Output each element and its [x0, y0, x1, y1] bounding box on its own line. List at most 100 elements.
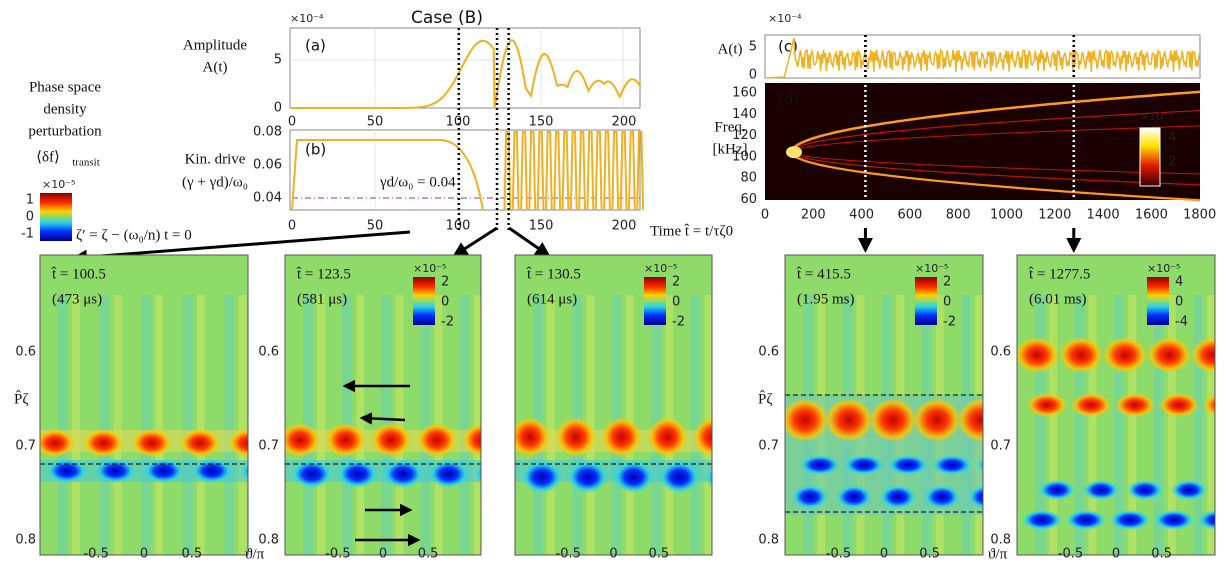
- label: ×10⁻⁵: [42, 178, 75, 191]
- stripe: [72, 295, 80, 555]
- stripe: [196, 295, 205, 555]
- blob: [474, 463, 481, 485]
- label: ×10⁻⁵: [644, 262, 677, 275]
- label: 100: [732, 149, 757, 164]
- blob: [522, 461, 562, 493]
- stripe: [1167, 295, 1176, 555]
- label: 0: [140, 547, 148, 562]
- label: 0.5: [181, 547, 202, 562]
- colorbar: [644, 277, 666, 325]
- label: 1: [26, 193, 34, 208]
- label: 200: [801, 208, 826, 223]
- chirp: [791, 151, 1201, 186]
- blob: [192, 459, 233, 483]
- blob: [1027, 393, 1067, 417]
- label: 0.8: [258, 533, 279, 548]
- label: 0.6: [15, 345, 36, 360]
- label: ϑ/π: [988, 546, 1008, 562]
- blob: [95, 459, 136, 483]
- stripe: [113, 295, 122, 555]
- axes: [289, 27, 641, 109]
- blob: [567, 461, 608, 493]
- blob: [1022, 510, 1062, 530]
- label: 0: [1175, 295, 1183, 310]
- label: 1200: [1038, 208, 1071, 223]
- label: 400: [849, 208, 874, 223]
- label: A(t): [203, 59, 228, 75]
- label: (a): [305, 37, 326, 55]
- label: t̂ = 1277.5: [1028, 266, 1090, 282]
- label: t̂ = 100.5: [51, 266, 106, 282]
- blob: [428, 460, 469, 488]
- label: 150: [529, 219, 554, 234]
- blob: [40, 429, 75, 457]
- axes: [289, 129, 641, 211]
- snapshot: [785, 255, 983, 555]
- label: -0.5: [325, 547, 350, 562]
- blob: [1039, 480, 1075, 500]
- drive-curve: [291, 131, 645, 211]
- stripe: [182, 295, 193, 555]
- blob: [976, 457, 983, 473]
- label: 0.8: [15, 533, 36, 548]
- label: density: [43, 101, 87, 117]
- figure-title: Case (B): [411, 8, 483, 28]
- blob: [131, 429, 172, 457]
- blob: [693, 417, 712, 457]
- label: 0.04: [253, 191, 282, 206]
- blob: [825, 398, 873, 442]
- chirp: [790, 151, 1201, 202]
- blob: [555, 417, 596, 457]
- label: -0.5: [1058, 547, 1083, 562]
- label: 2: [441, 275, 449, 290]
- label: 1600: [1135, 208, 1168, 223]
- flow-arrow: [359, 412, 406, 425]
- label: 5: [274, 53, 282, 68]
- label: 2: [672, 275, 680, 290]
- stripe: [420, 295, 431, 555]
- label: -4: [1175, 315, 1188, 330]
- chirp: [791, 151, 1201, 175]
- label: 0: [274, 101, 282, 116]
- label: 0.8: [990, 533, 1011, 548]
- stripe: [1153, 295, 1164, 555]
- label: 0.7: [758, 439, 779, 454]
- blob: [1198, 510, 1215, 530]
- label: 150: [529, 115, 554, 130]
- blob: [1066, 510, 1106, 530]
- blob: [1215, 480, 1229, 500]
- blob: [1110, 510, 1150, 530]
- label: 0: [26, 210, 34, 225]
- label: 2: [1168, 155, 1176, 170]
- label: 0.08: [253, 125, 282, 140]
- blob: [659, 461, 700, 493]
- label: ×10⁻⁴: [768, 12, 802, 25]
- label: 200: [612, 219, 637, 234]
- arrow: [508, 226, 551, 257]
- blob: [1147, 337, 1191, 373]
- label: 100: [446, 115, 471, 130]
- label: 0.5: [418, 547, 439, 562]
- blob: [613, 461, 654, 493]
- blob: [83, 429, 124, 457]
- blob: [836, 485, 872, 509]
- blob: [1159, 393, 1199, 417]
- label: Amplitude: [183, 37, 248, 53]
- label: -1: [21, 227, 34, 242]
- blob: [285, 423, 320, 457]
- stripe: [356, 295, 365, 555]
- label: perturbation: [28, 123, 102, 139]
- blob: [785, 398, 829, 442]
- stripe: [224, 295, 235, 555]
- label: 0.7: [990, 439, 1011, 454]
- blob: [1071, 393, 1111, 417]
- label: -2: [943, 315, 956, 330]
- blob: [957, 398, 983, 442]
- chirp: [790, 90, 1201, 153]
- label: 0: [749, 68, 757, 83]
- label: ζ′ = ζ − (ω₀/n) t = 0: [76, 227, 192, 243]
- stripe: [1128, 295, 1137, 555]
- amplitude-curve: [292, 39, 642, 109]
- label: 80: [740, 171, 757, 186]
- label: (d): [778, 91, 799, 109]
